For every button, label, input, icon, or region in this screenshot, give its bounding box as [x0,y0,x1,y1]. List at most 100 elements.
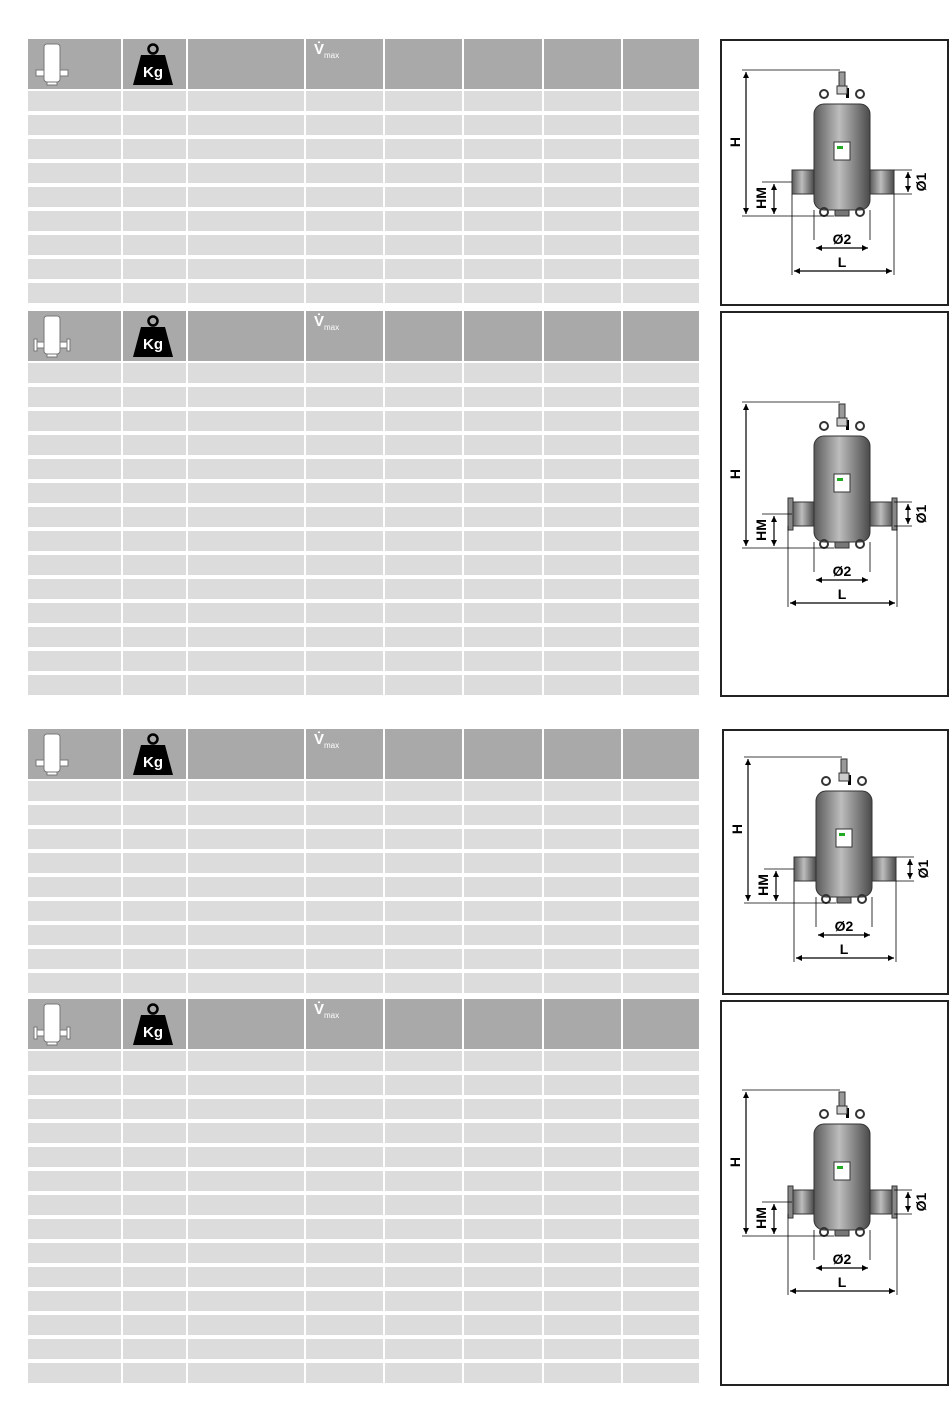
table-cell [306,1051,383,1071]
table-cell [623,283,699,303]
table-cell [123,459,186,479]
weight-icon: Kg [129,1003,177,1052]
table-cell [188,387,304,407]
weight-icon-label: Kg [143,754,163,771]
header-cell [188,999,304,1049]
table-cell [123,651,186,671]
table-cell [123,1315,186,1335]
header-cell [28,39,121,89]
table-cell [464,949,542,969]
table-cell [464,579,542,599]
header-cell [28,311,121,361]
table-cell [623,781,699,801]
table-cell [544,1075,621,1095]
table-cell [28,259,121,279]
table-row [28,363,699,383]
table-cell [464,363,542,383]
table-cell [123,627,186,647]
table-cell [385,1075,462,1095]
table-cell [188,675,304,695]
flow-subscript: max [324,51,340,60]
header-cell: Kg [123,39,186,89]
table-cell [306,781,383,801]
table-row [28,1123,699,1143]
table-cell [123,949,186,969]
table-row [28,459,699,479]
table-cell [188,1099,304,1119]
header-cell: V̇max [306,729,383,779]
table-cell [188,579,304,599]
table-cell [385,675,462,695]
table-cell [306,1123,383,1143]
table-cell [544,187,621,207]
table-cell [123,805,186,825]
table-cell [544,829,621,849]
table-cell [544,163,621,183]
header-cell [385,311,462,361]
table-cell [123,901,186,921]
table-cell [385,483,462,503]
table-cell [123,235,186,255]
table-cell [123,1195,186,1215]
table-cell [28,1123,121,1143]
table-cell [464,781,542,801]
inlet-height-label: HM [755,874,771,896]
table-cell [464,1195,542,1215]
vessel-diameter-label: Ø2 [833,231,852,247]
length-label: L [840,941,849,957]
table-cell [385,1339,462,1359]
table-cell [123,1147,186,1167]
table-cell [464,1051,542,1071]
table-header: Kg V̇max [28,729,699,779]
table-cell [306,925,383,945]
table-cell [188,483,304,503]
table-cell [544,1171,621,1191]
table-cell [28,901,121,921]
table-cell [544,507,621,527]
table-cell [123,1123,186,1143]
table-cell [385,651,462,671]
table-cell [544,579,621,599]
flow-symbol: V̇ [314,731,325,748]
table-cell [306,283,383,303]
table-cell [544,1291,621,1311]
table-header: Kg V̇max [28,311,699,361]
table-cell [188,901,304,921]
table-cell [188,949,304,969]
table-cell [464,139,542,159]
table-cell [544,925,621,945]
table-cell [544,853,621,873]
table-cell [28,459,121,479]
flow-subscript: max [324,741,340,750]
table-cell [544,531,621,551]
table-row [28,853,699,873]
table-cell [385,555,462,575]
table-cell [464,1339,542,1359]
table-cell [123,259,186,279]
table-row [28,651,699,671]
table-row [28,91,699,111]
table-cell [28,187,121,207]
table-row [28,235,699,255]
table-row [28,483,699,503]
pipe-diameter-label: Ø1 [915,859,931,878]
table-cell [306,651,383,671]
table-cell [623,805,699,825]
table-cell [385,1099,462,1119]
table-cell [464,1363,542,1383]
table-row [28,507,699,527]
table-cell [623,363,699,383]
table-cell [188,877,304,897]
table-cell [464,91,542,111]
flow-rate-header: V̇max [314,731,339,750]
separator-flanged-icon [32,314,72,363]
table-cell [623,1099,699,1119]
table-cell [544,627,621,647]
table-cell [623,507,699,527]
table-cell [123,1243,186,1263]
table-cell [123,555,186,575]
pipe-diameter-label: Ø1 [913,172,929,191]
table-cell [306,829,383,849]
table-row [28,1339,699,1359]
table-cell [544,1123,621,1143]
